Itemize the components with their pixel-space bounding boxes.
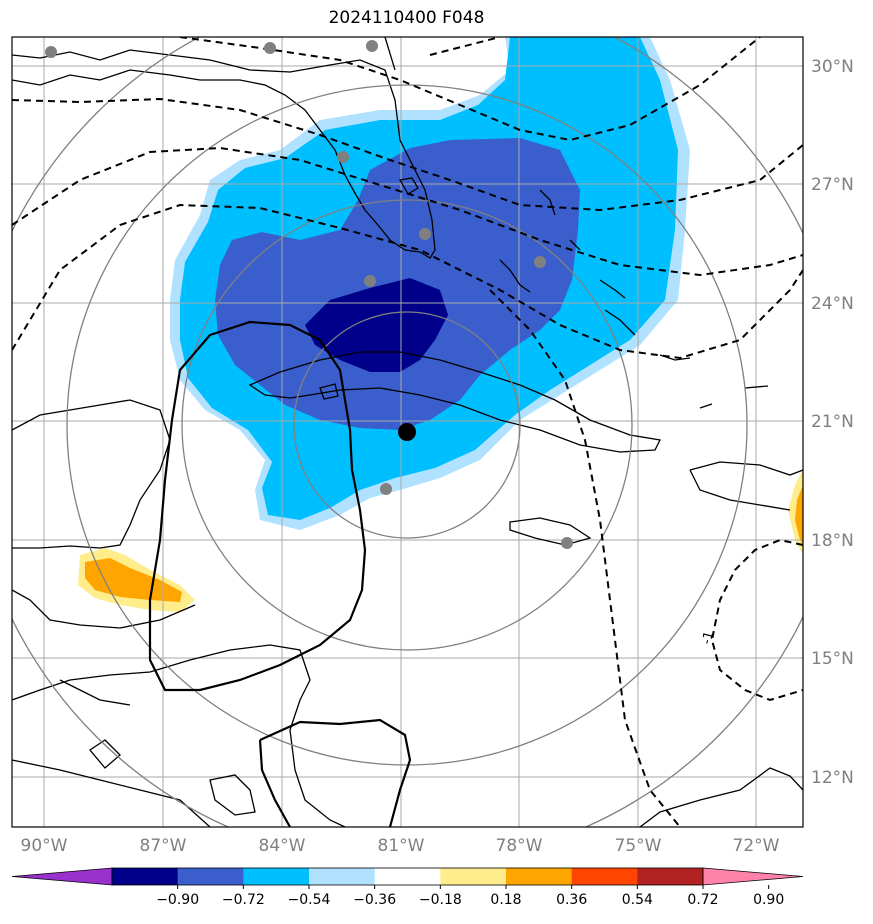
lon-tick-label: 81°W [378, 836, 425, 856]
colorbar-extend-low [11, 867, 113, 886]
solid-contours [148, 320, 412, 827]
lon-tick-label: 87°W [140, 836, 187, 856]
colorbar-tick-label: −0.72 [222, 892, 265, 908]
colorbar-tick-label: 0.36 [556, 892, 587, 908]
lat-tick-label: 30°N [811, 57, 854, 77]
colorbar: −0.90 −0.72 −0.54 −0.36 −0.18 0.18 0.36 0.54 0.7… [11, 867, 804, 908]
colorbar-tick-label: 0.72 [687, 892, 718, 908]
colorbar-tick-label: −0.18 [419, 892, 462, 908]
dashed-contours [12, 37, 803, 827]
colorbar-segment [440, 868, 507, 885]
colorbar-segment [374, 868, 441, 885]
colorbar-frame [111, 867, 704, 886]
lat-tick-label: 12°N [811, 768, 854, 788]
station-dot [337, 151, 349, 163]
colorbar-segment [309, 868, 376, 885]
colorbar-tick-label: 0.90 [753, 892, 784, 908]
anomaly-fill-darkblue [305, 278, 448, 372]
station-markers [45, 40, 573, 549]
station-dot [364, 275, 376, 287]
map-title: 2024110400 F048 [328, 8, 485, 28]
anomaly-fill-orange-east [795, 485, 803, 545]
lon-tick-label: 90°W [21, 836, 68, 856]
lon-tick-label: 75°W [615, 836, 662, 856]
lon-tick-label: 78°W [496, 836, 543, 856]
colorbar-extend-high [702, 867, 804, 886]
lat-tick-label: 18°N [811, 531, 854, 551]
station-dot [380, 483, 392, 495]
contour-label: -1 [699, 630, 717, 646]
colorbar-tick-label: −0.90 [156, 892, 199, 908]
colorbar-segment [571, 868, 638, 885]
colorbar-segment [243, 868, 310, 885]
map-frame [11, 36, 804, 828]
range-rings [12, 37, 803, 827]
station-dot [419, 228, 431, 240]
colorbar-tick-label: −0.36 [353, 892, 396, 908]
coastlines [12, 37, 803, 827]
station-dot [264, 42, 276, 54]
station-dot [366, 40, 378, 52]
lat-tick-label: 15°N [811, 649, 854, 669]
latitude-labels: 30°N 27°N 24°N 21°N 18°N 15°N 12°N [811, 57, 854, 788]
colorbar-segment [112, 868, 179, 885]
colorbar-segment [506, 868, 573, 885]
colorbar-tick-label: 0.18 [490, 892, 521, 908]
lat-tick-label: 21°N [811, 412, 854, 432]
storm-center-marker [398, 423, 416, 441]
lon-tick-label: 72°W [733, 836, 780, 856]
station-dot [45, 46, 57, 58]
station-dot [561, 537, 573, 549]
station-dot [534, 256, 546, 268]
lat-tick-label: 24°N [811, 294, 854, 314]
anomaly-fill-orange [85, 558, 182, 602]
colorbar-segment [637, 868, 704, 885]
colorbar-tick-label: 0.54 [622, 892, 653, 908]
longitude-labels: 90°W 87°W 84°W 81°W 78°W 75°W 72°W [21, 836, 780, 856]
lat-tick-label: 27°N [811, 175, 854, 195]
lon-tick-label: 84°W [259, 836, 306, 856]
colorbar-tick-label: −0.54 [288, 892, 331, 908]
map-plot-area: -1 [12, 37, 803, 827]
colorbar-segment [177, 868, 244, 885]
